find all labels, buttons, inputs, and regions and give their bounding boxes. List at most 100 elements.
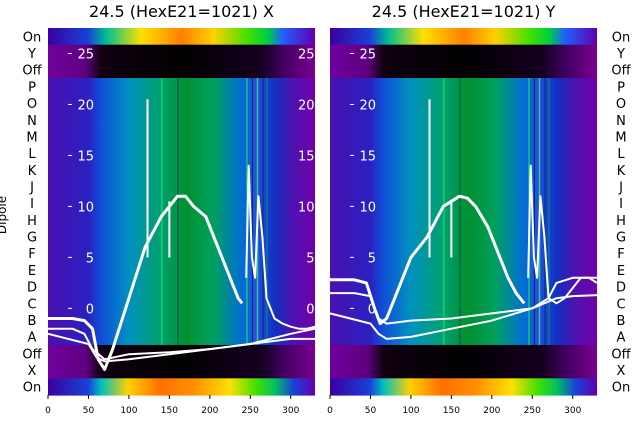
x-tick-label: 0 [327,406,333,416]
series-line [245,164,316,330]
dipole-row-label: M [26,130,37,145]
dipole-row-label: Off [22,64,42,79]
dipole-row-label: G [616,231,626,246]
dipole-row-label: Off [22,347,42,362]
heatmap-row [330,378,597,396]
x-tick-label: 200 [483,406,500,416]
dipole-row-label: On [612,30,630,45]
heatmap-row [330,28,597,46]
x-tick-label: 50 [365,406,377,416]
panel-title: 24.5 (HexE21=1021) X [89,2,274,21]
y-tick-label: 15 [359,149,376,164]
heatmap-streak [251,78,253,345]
panel-1: 24.5 (HexE21=1021) XOnYOffPONMLKJIHGFEDC… [0,2,316,416]
heatmap-row [48,261,315,279]
heatmap-streak [161,78,163,345]
dipole-row-label: N [616,114,626,129]
panel-title: 24.5 (HexE21=1021) Y [372,2,556,21]
dipole-row-label: A [28,331,37,346]
y-tick-label-right: 20 [298,98,315,113]
x-tick-label: 50 [83,406,95,416]
y-tick-label: 10 [77,200,94,215]
dipole-row-label: D [616,281,626,296]
heatmap-row [330,311,597,329]
x-tick-label: 0 [45,406,51,416]
heatmap-row [330,128,597,146]
x-tick-label: 150 [161,406,178,416]
heatmap-streak [548,78,550,345]
y-tick-label: 20 [77,98,94,113]
heatmap-row [48,178,315,196]
x-tick-label: 250 [524,406,541,416]
heatmap-streak [443,78,445,345]
dipole-row-label: O [616,97,626,112]
y-tick-label: 10 [359,200,376,215]
x-tick-label: 250 [242,406,259,416]
heatmap-streak [459,78,461,345]
heatmap-row [48,144,315,163]
heatmap-row [330,344,597,363]
y-tick-label-right: 0 [306,302,314,317]
heatmap-row [330,261,597,279]
x-tick-label: 100 [402,406,419,416]
x-tick-label: 300 [564,406,581,416]
dipole-row-label: F [28,247,35,262]
dipole-row-label: P [28,80,36,95]
dipole-row-label: I [30,197,34,212]
heatmap-row [48,61,315,79]
heatmap-row [48,294,315,313]
x-tick-label: 300 [282,406,299,416]
heatmap-row [48,228,315,246]
heatmap-streak [544,78,546,345]
dipole-row-label: A [617,331,626,346]
heatmap-row [48,44,315,62]
heatmap-row [48,94,315,113]
heatmap-streak [533,78,535,345]
dipole-row-label: K [617,164,626,179]
dipole-row-label: B [28,314,37,329]
dipole-row-label: E [617,264,625,279]
y-axis-label: Dipole [0,196,9,234]
heatmap-row [48,28,315,46]
y-tick-label: 25 [77,47,94,62]
y-tick-label-right: 25 [298,47,315,62]
y-tick-label: 0 [368,302,376,317]
y-tick-label-right: 5 [306,251,314,266]
dipole-row-label: F [617,247,624,262]
heatmap-row [48,128,315,146]
dipole-row-label: X [28,364,37,379]
series-line [48,327,316,361]
dipole-row-label: I [619,197,623,212]
heatmap-row [48,244,315,263]
dipole-row-label: L [28,147,36,162]
y-tick-label: 20 [359,98,376,113]
y-tick-label: 5 [368,251,376,266]
dipole-row-label: On [612,381,630,396]
y-tick-label: 0 [86,302,94,317]
dipole-row-label: M [615,130,626,145]
y-tick-label: 25 [359,47,376,62]
series-line [330,276,597,325]
dipole-row-label: G [27,231,37,246]
heatmap-row [48,361,315,379]
y-tick-label-right: 15 [298,149,315,164]
series-line [47,332,315,363]
x-tick-label: 150 [443,406,460,416]
heatmap-streak [177,78,179,345]
dipole-row-label: E [28,264,36,279]
dipole-row-label: P [617,80,625,95]
heatmap-row [330,244,597,263]
dipole-row-label: C [27,297,36,312]
dipole-row-label: B [617,314,626,329]
heatmap-row [48,78,315,96]
dipole-row-label: Y [27,47,36,62]
series-line [329,294,598,340]
y-tick-label: 5 [86,251,94,266]
heatmap-row [48,311,315,329]
dipole-row-label: Off [611,347,631,362]
heatmap-row [48,111,315,129]
heatmap-row [48,378,315,396]
dipole-row-label: H [616,214,626,229]
dipole-row-label: Y [616,47,625,62]
x-tick-label: 200 [201,406,218,416]
